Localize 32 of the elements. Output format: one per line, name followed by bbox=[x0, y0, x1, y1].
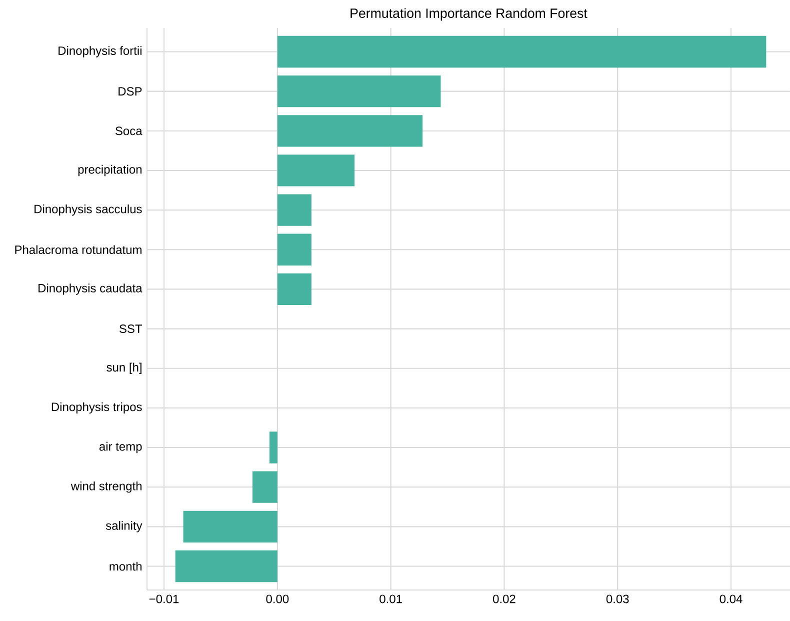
y-tick-label: Dinophysis tripos bbox=[52, 402, 142, 414]
y-tick-label: Dinophysis fortii bbox=[58, 46, 142, 58]
bar bbox=[277, 36, 766, 68]
x-tick-label: −0.01 bbox=[149, 594, 179, 604]
bar bbox=[277, 234, 312, 266]
bar bbox=[183, 510, 278, 542]
x-tick-label: 0.00 bbox=[266, 594, 289, 604]
bar bbox=[277, 115, 423, 147]
x-tick-label: 0.04 bbox=[720, 594, 742, 604]
bar bbox=[277, 154, 355, 186]
y-tick-label: wind strength bbox=[70, 481, 142, 493]
bar bbox=[252, 471, 278, 503]
y-tick-label: DSP bbox=[118, 87, 142, 96]
y-tick-label: salinity bbox=[106, 521, 142, 532]
x-tick-label: 0.03 bbox=[606, 594, 629, 604]
y-tick-label: SST bbox=[120, 324, 142, 334]
y-tick-label: precipitation bbox=[78, 164, 142, 176]
bar bbox=[269, 432, 278, 464]
y-tick-label: Dinophysis caudata bbox=[38, 284, 142, 295]
y-tick-label: Phalacroma rotundatum bbox=[15, 245, 142, 254]
y-tick-label: Soca bbox=[115, 126, 142, 136]
bar bbox=[277, 273, 312, 306]
bar bbox=[277, 75, 441, 108]
x-tick-label: 0.02 bbox=[493, 594, 516, 604]
y-tick-label: air temp bbox=[99, 442, 142, 454]
y-tick-label: sun [h] bbox=[106, 362, 142, 374]
y-tick-label: month bbox=[110, 562, 142, 571]
y-tick-label: Dinophysis sacculus bbox=[34, 204, 142, 216]
bar bbox=[175, 550, 278, 582]
x-tick-label: 0.01 bbox=[380, 594, 402, 604]
chart-title: Permutation Importance Random Forest bbox=[350, 8, 588, 21]
bar bbox=[277, 194, 312, 226]
